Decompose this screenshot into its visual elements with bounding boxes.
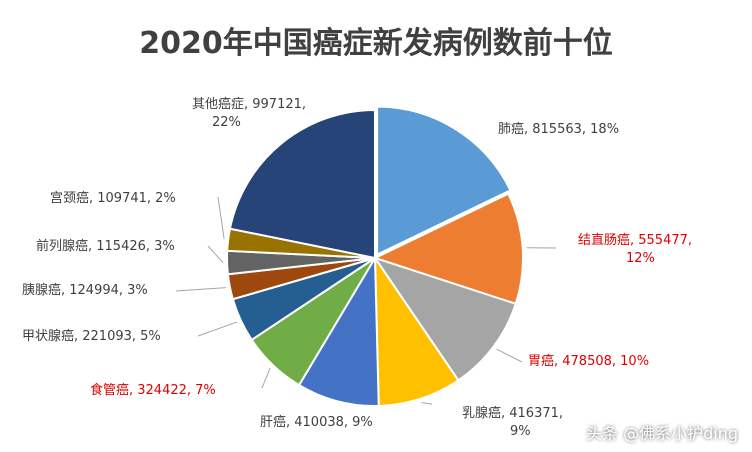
watermark: 头条 @佛系小护ding (586, 424, 738, 443)
data-label-2: 胃癌, 478508, 10% (528, 353, 649, 371)
data-label-5: 食管癌, 324422, 7% (90, 382, 216, 400)
data-label-3: 乳腺癌, 416371, 9% (462, 405, 563, 441)
pie-slice-10 (228, 108, 376, 260)
data-label-percent: 22% (212, 115, 241, 130)
data-label-text: 宫颈癌, 109741, 2% (50, 191, 176, 206)
pie-slice-3 (373, 254, 460, 407)
leader-line-8 (207, 245, 224, 264)
data-label-percent: 12% (626, 251, 655, 266)
pie-slice-0 (376, 105, 512, 257)
data-label-0: 肺癌, 815563, 18% (498, 121, 619, 139)
pie-slice-1 (372, 192, 524, 306)
data-label-text: 前列腺癌, 115426, 3% (36, 239, 175, 254)
leader-line-2 (496, 348, 523, 363)
data-label-text: 胃癌, 478508, 10% (528, 354, 650, 369)
leader-line-5 (261, 367, 271, 389)
data-label-text: 乳腺癌, 416371, (462, 406, 564, 421)
data-label-10: 其他癌症, 997121, 22% (192, 96, 306, 132)
data-label-text: 胰腺癌, 124994, 3% (22, 283, 148, 298)
data-label-text: 甲状腺癌, 221093, 5% (22, 329, 161, 344)
data-label-4: 肝癌, 410038, 9% (260, 414, 373, 432)
pie-slice-4 (297, 254, 380, 407)
data-label-9: 宫颈癌, 109741, 2% (50, 190, 176, 208)
data-label-text: 肝癌, 410038, 9% (260, 415, 373, 430)
data-label-6: 甲状腺癌, 221093, 5% (22, 328, 161, 346)
data-label-text: 结直肠癌, 555477, (578, 233, 693, 248)
pie-slice-2 (372, 256, 517, 382)
data-label-text: 食管癌, 324422, 7% (90, 383, 216, 398)
data-label-text: 肺癌, 815563, 18% (498, 122, 620, 137)
data-label-8: 前列腺癌, 115426, 3% (36, 238, 175, 256)
data-label-1: 结直肠癌, 555477, 12% (578, 232, 692, 268)
leader-line-3 (421, 402, 433, 405)
data-label-percent: 9% (510, 424, 531, 439)
data-label-text: 其他癌症, 997121, (192, 97, 307, 112)
leader-line-7 (175, 287, 226, 292)
chart-title: 2020年中国癌症新发病例数前十位 (139, 26, 613, 61)
data-label-7: 胰腺癌, 124994, 3% (22, 282, 148, 300)
leader-line-6 (197, 321, 238, 337)
leader-line-9 (217, 196, 225, 240)
